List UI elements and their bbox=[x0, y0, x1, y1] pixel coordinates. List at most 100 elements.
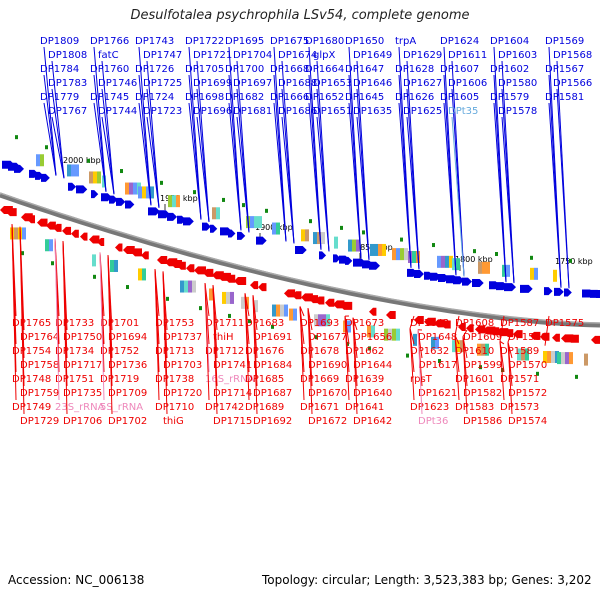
forward-gene-arrow bbox=[544, 287, 553, 296]
gene-label: DP1704 bbox=[233, 50, 272, 61]
gene-label: DP1676 bbox=[245, 346, 284, 357]
gene-label: DP1644 bbox=[353, 360, 392, 371]
gene-label: DP1666 bbox=[270, 92, 309, 103]
cog-block-forward bbox=[272, 222, 276, 235]
reverse-gene-arrow bbox=[530, 331, 541, 340]
forward-gene-arrow bbox=[237, 231, 246, 240]
reverse-gene-arrow bbox=[62, 226, 72, 235]
green-marker bbox=[160, 180, 163, 185]
cog-block-reverse bbox=[371, 325, 375, 338]
green-marker bbox=[400, 237, 403, 242]
cog-block-reverse bbox=[272, 304, 276, 317]
gene-label: DPt36 bbox=[418, 416, 448, 427]
gene-leader-line bbox=[462, 329, 468, 337]
forward-gene-arrow bbox=[116, 197, 126, 206]
gene-label: DP1748 bbox=[12, 374, 51, 385]
cog-block-reverse bbox=[284, 304, 288, 317]
cog-block-forward bbox=[486, 261, 490, 274]
cog-block-reverse bbox=[114, 259, 118, 272]
gene-leader-line bbox=[281, 116, 295, 244]
cog-block-reverse bbox=[138, 268, 142, 281]
reverse-gene-arrow bbox=[177, 261, 186, 270]
forward-gene-arrow bbox=[596, 289, 600, 298]
gene-label: DP1607 bbox=[440, 64, 479, 75]
green-marker bbox=[575, 374, 578, 379]
gene-leader-line bbox=[406, 116, 420, 270]
cog-block-forward bbox=[356, 239, 360, 252]
gene-label: DP1705 bbox=[185, 64, 224, 75]
gene-leader-line bbox=[146, 116, 160, 208]
reverse-gene-arrow bbox=[386, 311, 396, 320]
gene-label: DP1599 bbox=[463, 360, 502, 371]
green-marker bbox=[93, 274, 96, 279]
reverse-gene-arrow bbox=[292, 291, 302, 300]
green-marker bbox=[21, 251, 24, 256]
cog-block-reverse bbox=[280, 304, 284, 317]
green-marker bbox=[530, 255, 533, 260]
gene-leader-line bbox=[308, 102, 322, 250]
cog-block-forward bbox=[352, 239, 356, 252]
reverse-gene-arrow bbox=[6, 208, 17, 217]
forward-gene-arrow bbox=[504, 283, 516, 292]
cog-block-forward bbox=[456, 258, 460, 271]
gene-label: DP1680 bbox=[305, 36, 344, 47]
cog-block-forward bbox=[404, 248, 408, 261]
cog-block-reverse bbox=[452, 340, 456, 353]
cog-block-reverse bbox=[180, 280, 184, 293]
gene-label: DP1649 bbox=[353, 50, 392, 61]
cog-block-reverse bbox=[525, 348, 529, 361]
cog-block-reverse bbox=[543, 350, 547, 363]
gene-leader-line bbox=[252, 295, 258, 415]
cog-block-forward bbox=[553, 269, 557, 282]
cog-block-reverse bbox=[314, 314, 318, 327]
reverse-gene-arrow bbox=[89, 235, 100, 244]
gene-leader-line bbox=[352, 317, 358, 415]
forward-gene-arrow bbox=[333, 254, 341, 263]
cog-block-forward bbox=[216, 207, 220, 220]
gene-label: DP1650 bbox=[345, 36, 384, 47]
reverse-gene-arrow bbox=[458, 323, 466, 332]
reverse-gene-arrow bbox=[71, 229, 79, 238]
gene-leader-line bbox=[101, 116, 115, 195]
gene-label: DP1625 bbox=[403, 106, 442, 117]
gene-label: DP1734 bbox=[55, 346, 94, 357]
green-marker bbox=[368, 346, 371, 351]
gene-label: DP1750 bbox=[63, 332, 102, 343]
forward-gene-arrow bbox=[453, 276, 464, 285]
gene-label: DP1632 bbox=[410, 346, 449, 357]
gene-label: DP1764 bbox=[20, 332, 59, 343]
gene-label: DP1686 bbox=[278, 106, 317, 117]
gene-leader-line bbox=[501, 116, 515, 284]
cog-block-reverse bbox=[388, 328, 392, 341]
cog-block-forward bbox=[71, 164, 75, 177]
reverse-gene-arrow bbox=[194, 266, 207, 275]
gene-label: DP1741 bbox=[213, 360, 252, 371]
gene-leader-line bbox=[499, 315, 505, 342]
gene-label: 23S_rRNA bbox=[55, 402, 105, 413]
gene-label: DP1589 bbox=[500, 346, 539, 357]
cog-block-reverse bbox=[460, 340, 464, 353]
green-marker bbox=[340, 225, 343, 230]
gene-label: DP1749 bbox=[12, 402, 51, 413]
gene-label: DP1646 bbox=[353, 78, 392, 89]
cog-block-reverse bbox=[110, 259, 114, 272]
gene-label: DP1647 bbox=[345, 64, 384, 75]
cog-block-forward bbox=[530, 267, 534, 280]
gene-label: glpX bbox=[313, 50, 335, 61]
gene-leader-line bbox=[154, 269, 160, 401]
gene-label: DP1719 bbox=[100, 374, 139, 385]
reverse-gene-arrow bbox=[27, 215, 36, 224]
reverse-gene-arrow bbox=[131, 248, 143, 257]
gene-leader-line bbox=[236, 116, 250, 233]
gene-label: DP1700 bbox=[225, 64, 264, 75]
gene-leader-line bbox=[398, 102, 412, 268]
gene-leader-line bbox=[454, 315, 460, 336]
gene-label: DP1678 bbox=[300, 346, 339, 357]
forward-gene-arrow bbox=[520, 284, 533, 293]
gene-leader-line bbox=[43, 102, 57, 176]
gene-label: DP1722 bbox=[185, 36, 224, 47]
gene-label: DP1713 bbox=[155, 346, 194, 357]
gene-leader-line bbox=[101, 88, 115, 195]
gene-label: DP1717 bbox=[63, 360, 102, 371]
